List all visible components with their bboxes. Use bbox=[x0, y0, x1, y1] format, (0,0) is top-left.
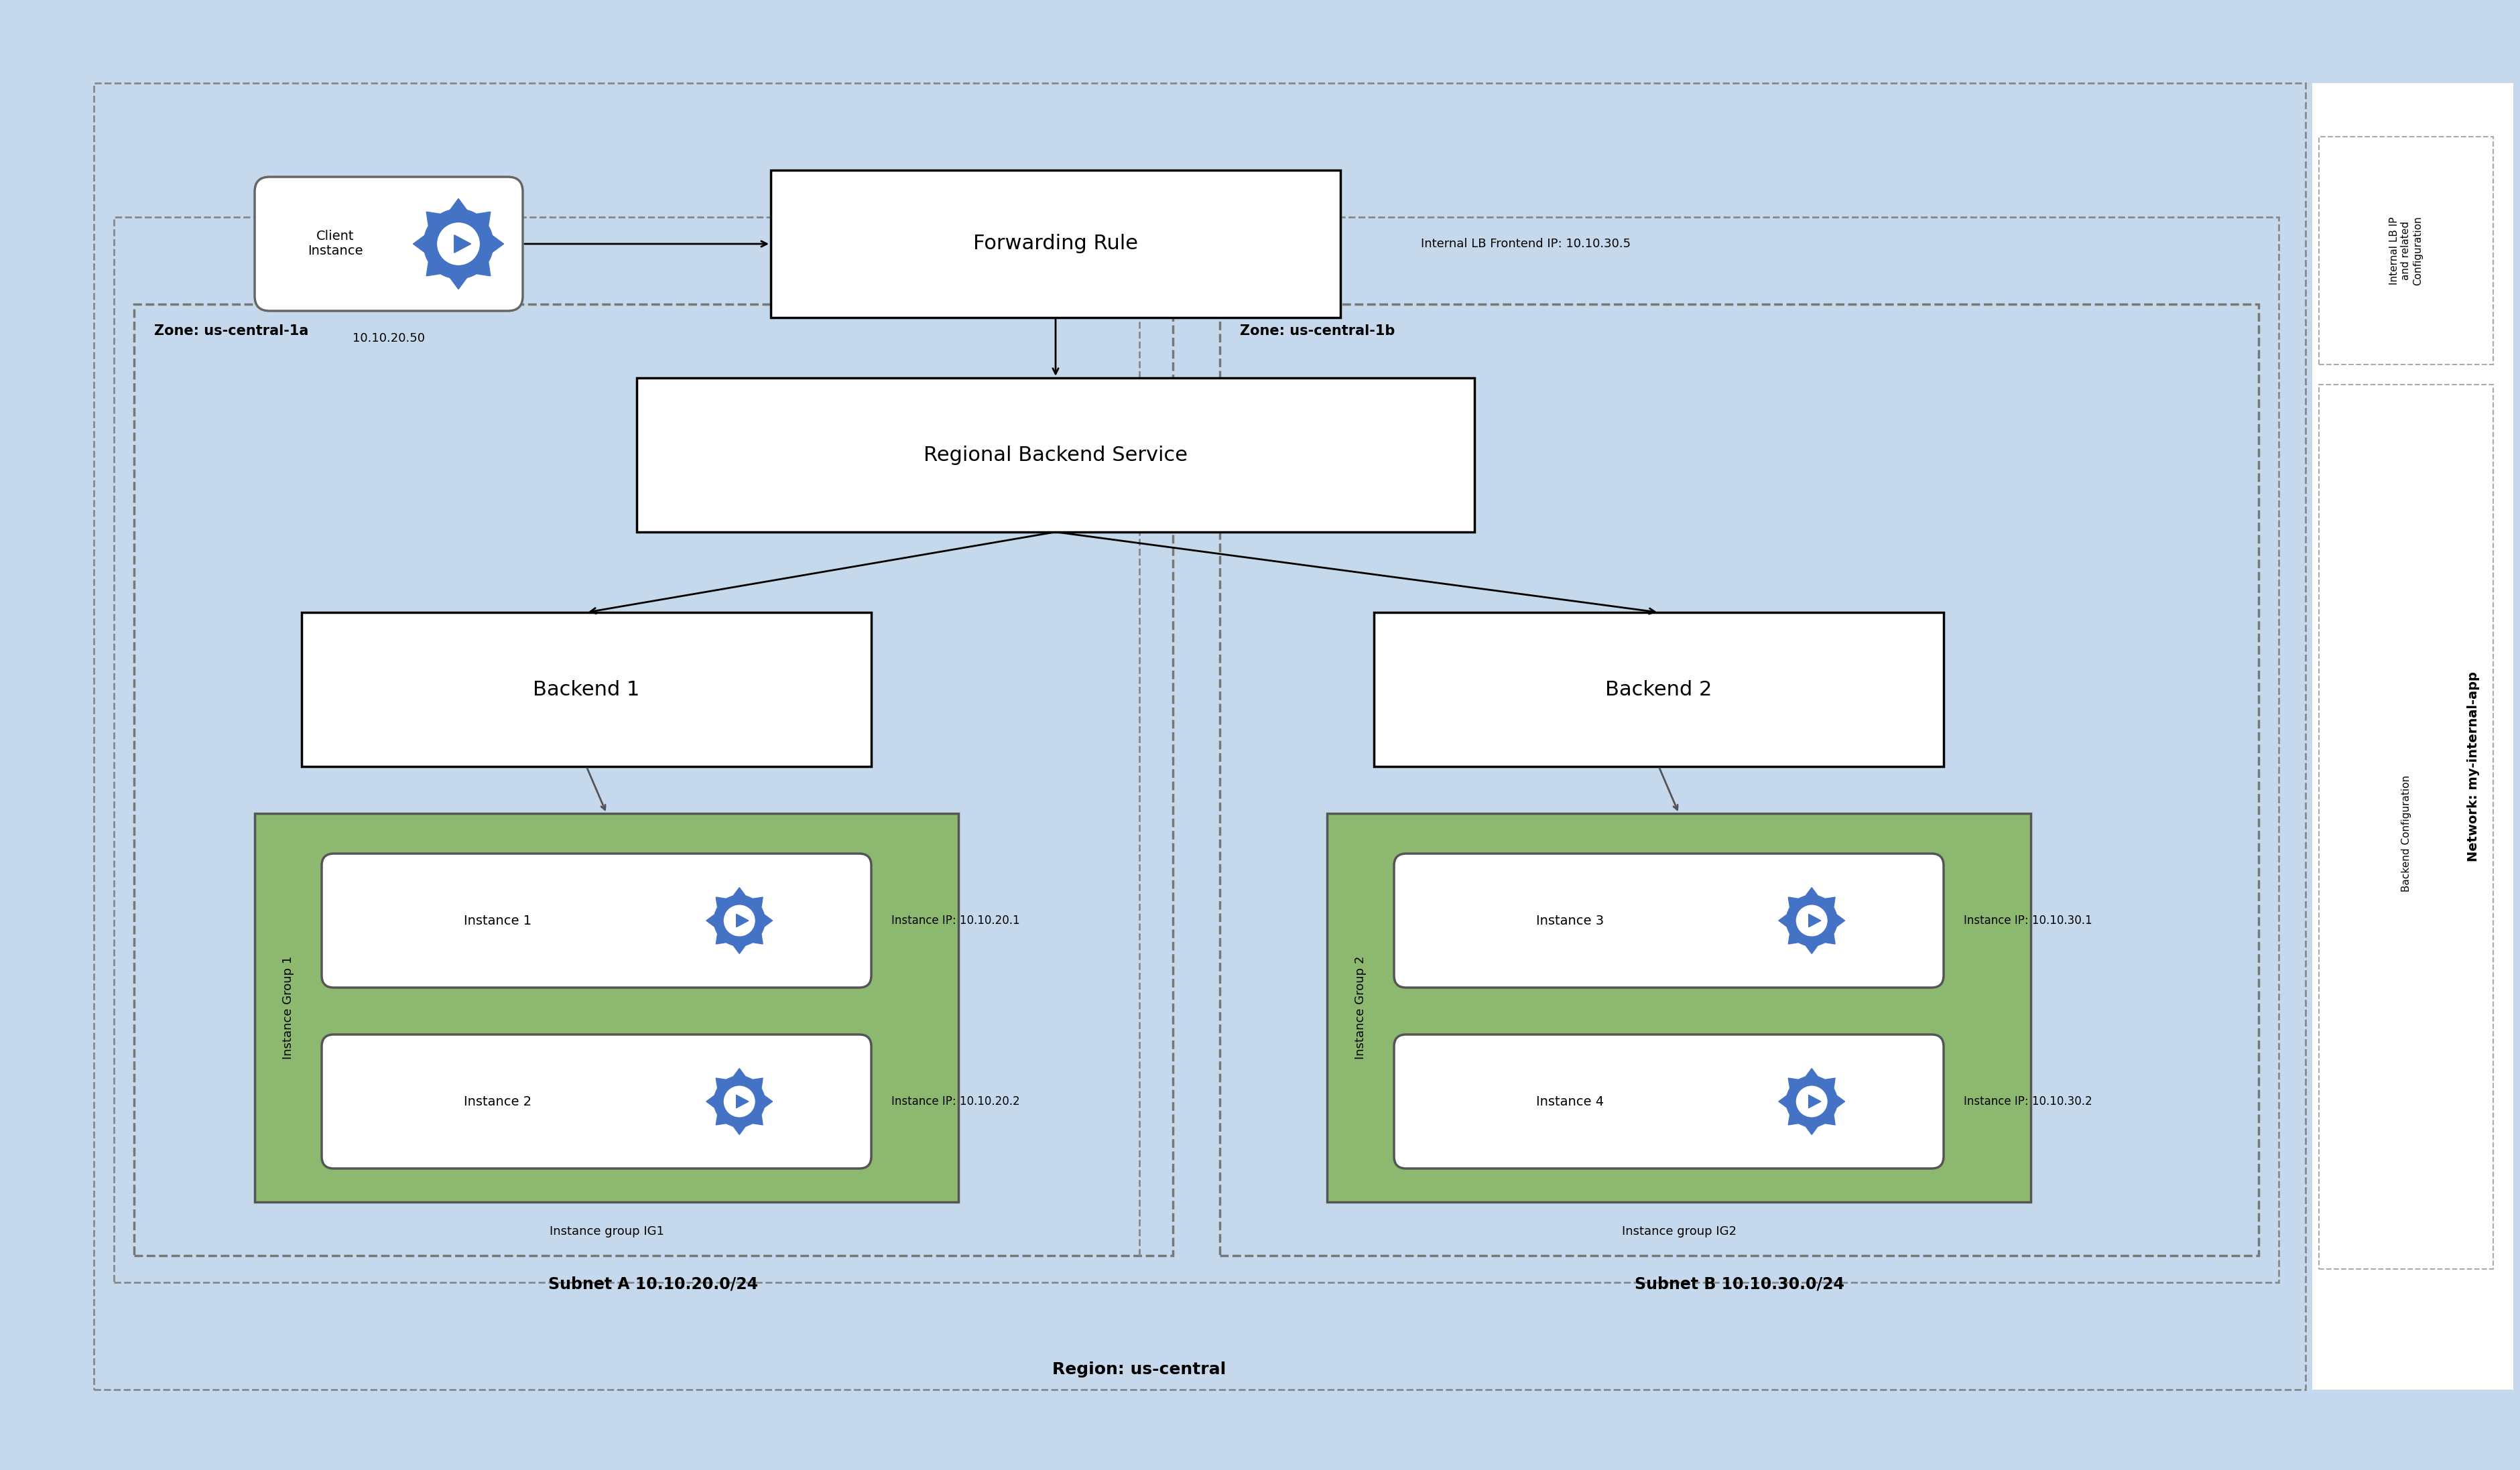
Polygon shape bbox=[1809, 1095, 1822, 1108]
Bar bbox=[93, 84, 2306, 1389]
Text: Region: us-central: Region: us-central bbox=[1053, 1361, 1227, 1377]
Bar bbox=[638, 378, 1474, 532]
Text: Instance 3: Instance 3 bbox=[1537, 914, 1603, 928]
Bar bbox=[1328, 813, 2031, 1202]
Text: Backend Configuration: Backend Configuration bbox=[2402, 775, 2412, 892]
Bar bbox=[2313, 84, 2512, 1389]
Polygon shape bbox=[413, 198, 504, 290]
Circle shape bbox=[423, 209, 494, 279]
Text: Network: my-internal-app: Network: my-internal-app bbox=[2467, 672, 2480, 861]
Circle shape bbox=[1797, 1086, 1827, 1117]
Text: Instance group IG1: Instance group IG1 bbox=[549, 1226, 663, 1238]
Bar bbox=[255, 813, 958, 1202]
Text: Zone: us-central-1b: Zone: us-central-1b bbox=[1240, 325, 1396, 338]
Text: Instance IP: 10.10.20.1: Instance IP: 10.10.20.1 bbox=[892, 914, 1021, 926]
Circle shape bbox=[723, 906, 753, 936]
Circle shape bbox=[713, 895, 766, 947]
Circle shape bbox=[723, 1086, 753, 1117]
Bar bbox=[771, 171, 1341, 318]
Text: Regional Backend Service: Regional Backend Service bbox=[922, 445, 1187, 465]
Text: Instance 1: Instance 1 bbox=[464, 914, 532, 928]
Text: Backend 2: Backend 2 bbox=[1605, 679, 1711, 700]
FancyBboxPatch shape bbox=[1394, 1035, 1943, 1169]
Bar bbox=[302, 613, 872, 766]
Bar bbox=[2318, 137, 2492, 365]
Text: Internal LB Frontend IP: 10.10.30.5: Internal LB Frontend IP: 10.10.30.5 bbox=[1421, 238, 1630, 250]
Text: Instance IP: 10.10.30.1: Instance IP: 10.10.30.1 bbox=[1963, 914, 2092, 926]
Text: Instance group IG2: Instance group IG2 bbox=[1620, 1226, 1736, 1238]
Polygon shape bbox=[1809, 914, 1822, 928]
Polygon shape bbox=[1779, 888, 1845, 954]
Bar bbox=[2318, 385, 2492, 1269]
Polygon shape bbox=[736, 1095, 748, 1108]
Text: Backend 1: Backend 1 bbox=[534, 679, 640, 700]
FancyBboxPatch shape bbox=[323, 854, 872, 988]
Circle shape bbox=[713, 1076, 766, 1127]
Polygon shape bbox=[706, 1069, 774, 1135]
Text: Instance Group 2: Instance Group 2 bbox=[1356, 956, 1366, 1060]
Text: Instance IP: 10.10.20.2: Instance IP: 10.10.20.2 bbox=[892, 1095, 1021, 1107]
Circle shape bbox=[438, 223, 479, 265]
Polygon shape bbox=[706, 888, 774, 954]
FancyBboxPatch shape bbox=[1394, 854, 1943, 988]
Text: Instance 2: Instance 2 bbox=[464, 1095, 532, 1108]
FancyBboxPatch shape bbox=[323, 1035, 872, 1169]
Bar bbox=[1220, 304, 2258, 1255]
Text: Subnet B 10.10.30.0/24: Subnet B 10.10.30.0/24 bbox=[1635, 1276, 1845, 1292]
Polygon shape bbox=[736, 914, 748, 928]
Text: Forwarding Rule: Forwarding Rule bbox=[973, 234, 1139, 254]
Polygon shape bbox=[454, 235, 471, 253]
Text: Zone: us-central-1a: Zone: us-central-1a bbox=[154, 325, 307, 338]
Circle shape bbox=[1797, 906, 1827, 936]
Text: Internal LB IP
and related
Configuration: Internal LB IP and related Configuration bbox=[2389, 216, 2422, 285]
Text: Instance Group 1: Instance Group 1 bbox=[282, 956, 295, 1060]
Text: Client
Instance: Client Instance bbox=[307, 231, 363, 257]
Bar bbox=[134, 304, 1172, 1255]
Circle shape bbox=[1787, 1076, 1837, 1127]
Circle shape bbox=[1787, 895, 1837, 947]
Text: Subnet A 10.10.20.0/24: Subnet A 10.10.20.0/24 bbox=[549, 1276, 759, 1292]
Bar bbox=[1373, 613, 1943, 766]
FancyBboxPatch shape bbox=[255, 176, 522, 310]
Bar bbox=[113, 218, 2278, 1282]
Text: Instance IP: 10.10.30.2: Instance IP: 10.10.30.2 bbox=[1963, 1095, 2092, 1107]
Text: Instance 4: Instance 4 bbox=[1537, 1095, 1603, 1108]
Polygon shape bbox=[1779, 1069, 1845, 1135]
Text: 10.10.20.50: 10.10.20.50 bbox=[353, 332, 426, 344]
